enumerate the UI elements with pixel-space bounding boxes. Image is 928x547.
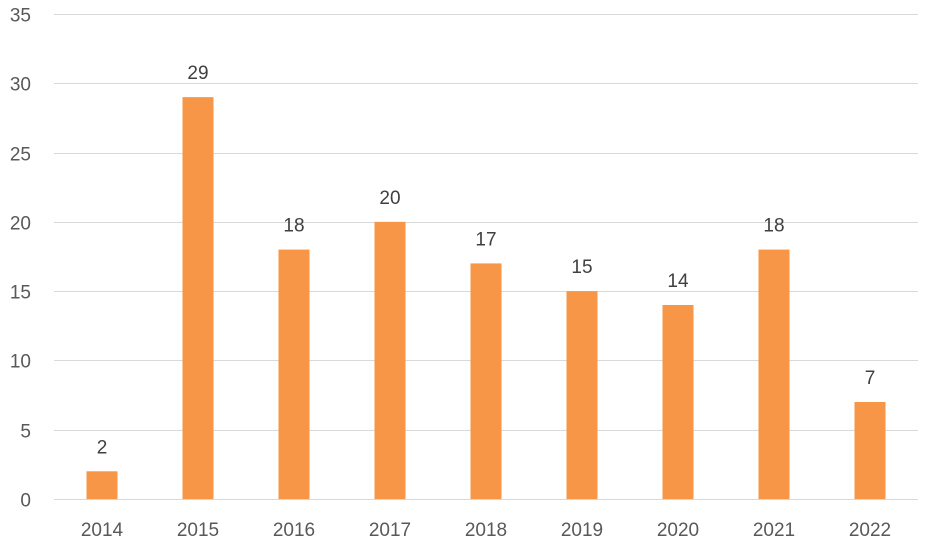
bar bbox=[278, 249, 310, 499]
x-tick-label: 2018 bbox=[465, 520, 507, 541]
bar bbox=[86, 471, 118, 499]
data-label: 15 bbox=[571, 257, 592, 278]
x-tick-label: 2020 bbox=[657, 520, 699, 541]
x-tick-label: 2016 bbox=[273, 520, 315, 541]
data-label: 2 bbox=[97, 437, 108, 458]
bar bbox=[374, 221, 406, 499]
x-tick-label: 2019 bbox=[561, 520, 603, 541]
data-label: 14 bbox=[667, 271, 689, 292]
data-labels: 2 29 18 20 17 15 14 18 7 bbox=[97, 63, 876, 458]
bar bbox=[182, 97, 214, 500]
x-tick-label: 2014 bbox=[81, 520, 124, 541]
x-axis-tick-labels: 2014 2015 2016 2017 2018 2019 2020 2021 2022 bbox=[81, 520, 891, 541]
bar bbox=[566, 291, 598, 499]
y-tick-label: 0 bbox=[20, 491, 31, 512]
data-label: 18 bbox=[763, 216, 784, 237]
bar bbox=[758, 249, 790, 499]
data-label: 20 bbox=[379, 188, 400, 209]
data-label: 7 bbox=[865, 368, 876, 389]
x-tick-label: 2021 bbox=[753, 520, 795, 541]
y-tick-label: 35 bbox=[10, 6, 31, 27]
x-tick-label: 2022 bbox=[849, 520, 891, 541]
data-label: 29 bbox=[187, 63, 208, 84]
bars bbox=[86, 97, 886, 500]
y-tick-label: 10 bbox=[10, 352, 31, 373]
bar bbox=[854, 402, 886, 499]
x-tick-label: 2017 bbox=[369, 520, 411, 541]
bar bbox=[470, 263, 502, 499]
x-tick-label: 2015 bbox=[177, 520, 219, 541]
data-label: 18 bbox=[283, 216, 304, 237]
y-tick-label: 30 bbox=[10, 75, 31, 96]
y-axis-tick-labels: 0 5 10 15 20 25 30 35 bbox=[10, 6, 31, 512]
bar bbox=[662, 305, 694, 499]
data-label: 17 bbox=[475, 229, 496, 250]
y-tick-label: 20 bbox=[10, 214, 31, 235]
y-tick-label: 25 bbox=[10, 145, 31, 166]
y-tick-label: 5 bbox=[20, 422, 31, 443]
y-tick-label: 15 bbox=[10, 283, 31, 304]
